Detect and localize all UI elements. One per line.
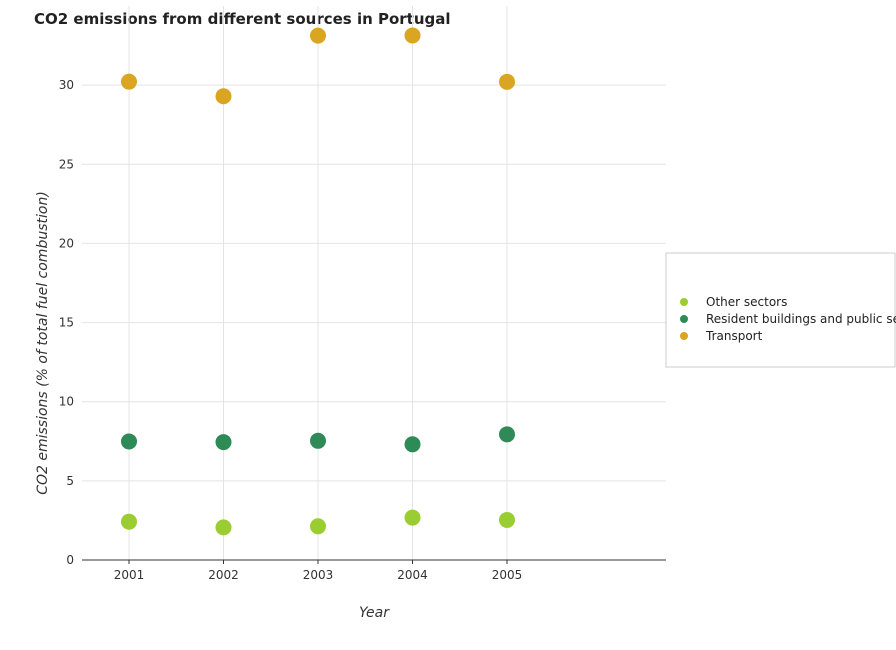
point-resident-buildings-and-public-services-2003 bbox=[310, 432, 326, 449]
y-tick-label: 20 bbox=[59, 236, 74, 250]
point-other-sectors-2002 bbox=[215, 519, 232, 536]
legend-marker bbox=[680, 298, 688, 306]
y-tick-label: 25 bbox=[59, 157, 74, 171]
y-tick-label: 5 bbox=[66, 474, 74, 488]
x-tick-label: 2005 bbox=[492, 568, 523, 582]
point-transport-2005 bbox=[499, 73, 515, 90]
point-transport-2004 bbox=[404, 27, 421, 44]
legend-marker bbox=[680, 332, 688, 340]
point-resident-buildings-and-public-services-2002 bbox=[215, 434, 232, 451]
tick-labels: 0 5 10 15 20 25 30 2001 2002 2003 2004 2005 bbox=[59, 78, 523, 582]
x-axis-label: Year bbox=[359, 605, 390, 621]
legend-label: Resident buildings and public services bbox=[706, 312, 896, 326]
y-tick-label: 30 bbox=[59, 78, 74, 92]
grid bbox=[82, 6, 666, 561]
point-other-sectors-2003 bbox=[310, 518, 326, 535]
legend-marker bbox=[680, 315, 688, 323]
point-resident-buildings-and-public-services-2004 bbox=[404, 436, 421, 453]
y-axis-label: CO2 emissions (% of total fuel combustio… bbox=[35, 191, 51, 495]
point-resident-buildings-and-public-services-2001 bbox=[121, 433, 137, 450]
point-transport-2003 bbox=[310, 27, 326, 44]
legend: Other sectors Resident buildings and publ… bbox=[665, 252, 896, 368]
x-tick-label: 2004 bbox=[397, 568, 428, 582]
point-other-sectors-2004 bbox=[404, 509, 421, 526]
x-tick-label: 2001 bbox=[114, 568, 145, 582]
point-transport-2001 bbox=[121, 73, 137, 90]
point-other-sectors-2001 bbox=[121, 513, 137, 530]
point-other-sectors-2005 bbox=[499, 511, 515, 528]
legend-label: Transport bbox=[705, 329, 763, 343]
legend-box bbox=[665, 252, 896, 368]
data-points bbox=[121, 27, 515, 536]
x-tick-label: 2002 bbox=[208, 568, 239, 582]
legend-label: Other sectors bbox=[706, 295, 787, 309]
point-transport-2002 bbox=[215, 88, 232, 105]
y-tick-label: 10 bbox=[59, 395, 74, 409]
point-resident-buildings-and-public-services-2005 bbox=[499, 426, 515, 443]
y-tick-label: 0 bbox=[66, 553, 74, 567]
chart-title: CO2 emissions from different sources in … bbox=[34, 10, 451, 28]
y-tick-label: 15 bbox=[59, 316, 74, 330]
x-tick-label: 2003 bbox=[303, 568, 334, 582]
